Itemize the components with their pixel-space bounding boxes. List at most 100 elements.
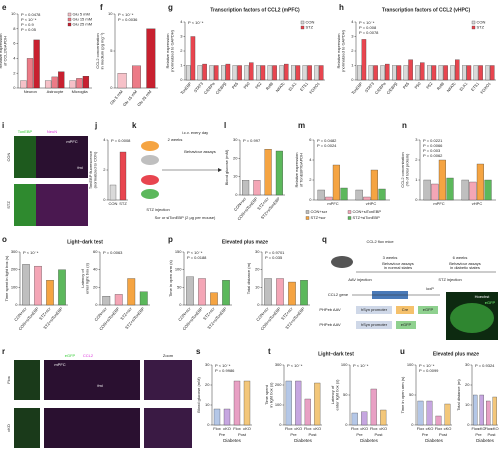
bar — [20, 80, 27, 89]
x-tick-label: NFATc — [446, 81, 457, 93]
bar — [214, 65, 219, 81]
bar — [492, 396, 497, 426]
group-label: Pre — [422, 432, 429, 437]
bar — [222, 280, 230, 306]
x-tick-label: ELK1 — [458, 81, 469, 92]
p-value: P = 0.0078 — [359, 30, 379, 35]
egfp-box — [418, 306, 438, 314]
y-tick-label: 0 — [207, 422, 210, 427]
bar — [446, 177, 454, 201]
x-tick-label: Flox — [213, 426, 221, 431]
y-axis-label: Relative expression — [0, 34, 3, 69]
group-label: Pre — [219, 432, 226, 437]
micrograph-channel — [14, 136, 36, 178]
bar — [302, 65, 308, 81]
panel-title: Light–dark test — [318, 351, 354, 357]
y-tick-label: 20 — [93, 284, 98, 289]
bar — [197, 65, 203, 81]
y-axis-label: Time in open arm (s) — [400, 376, 405, 413]
panel-letter: o — [2, 235, 7, 244]
bar — [423, 179, 431, 201]
panel-label: hSyn promoter — [361, 322, 388, 327]
bar — [435, 415, 442, 426]
x-tick-label: Flox — [351, 426, 359, 431]
panel-label: i.c.v. every day — [182, 130, 208, 135]
x-tick-label: cKO — [223, 426, 231, 431]
y-axis-label: of CCL2/GAPDH — [2, 36, 7, 66]
bar — [264, 278, 272, 306]
bar — [319, 65, 324, 81]
panel-letter: i — [2, 121, 4, 130]
legend-swatch — [67, 22, 72, 27]
y-axis-label: TonEBP fluorescence — [88, 150, 93, 189]
y-tick-label: 100 — [11, 284, 18, 289]
panel-label: in diabetic states — [450, 265, 480, 270]
panel-letter: k — [132, 121, 137, 130]
x-axis-label: Diabetes — [476, 438, 495, 443]
y-axis-label: Latency of — [330, 385, 335, 404]
bar — [242, 180, 250, 196]
p-value: P = 0.0066 — [423, 143, 443, 148]
bar — [237, 65, 242, 81]
legend-swatch — [300, 25, 305, 30]
bar — [127, 278, 136, 306]
bar — [426, 400, 433, 426]
y-tick-label: 100 — [175, 267, 182, 272]
panel-label: STZ injection — [438, 277, 461, 282]
x-tick-label: Flox — [471, 426, 479, 431]
bar — [223, 408, 231, 426]
y-tick-label: 1 — [180, 63, 183, 68]
bar — [34, 265, 42, 306]
x-tick-label: Flox — [484, 426, 492, 431]
group-label: Pre — [475, 432, 482, 437]
bar — [295, 380, 302, 426]
legend-label: Glu 25 mM — [73, 22, 93, 27]
bar — [209, 65, 214, 81]
y-tick-label: 4 — [13, 55, 16, 60]
bar — [479, 394, 484, 426]
x-tick-label: cKO — [294, 426, 302, 431]
bar — [304, 398, 311, 426]
panel-label: eGFP — [401, 322, 412, 327]
bar — [146, 28, 156, 89]
legend-label: CON — [306, 20, 315, 25]
bar — [276, 278, 284, 306]
bar — [256, 65, 261, 81]
y-tick-label: 50 — [177, 284, 182, 289]
y-tick-label: 2 — [415, 157, 418, 162]
micrograph — [14, 408, 40, 448]
bar — [272, 65, 277, 81]
y-axis-label: Relative expression — [165, 34, 170, 69]
x-tick-label: RelB — [265, 81, 275, 91]
bar — [427, 65, 432, 81]
p-value: P = 0.9701 — [265, 250, 285, 255]
x-tick-label: mPFC — [327, 201, 338, 206]
y-tick-label: 0 — [467, 422, 470, 427]
bar — [233, 380, 241, 426]
y-axis-label: Relative expression — [336, 34, 341, 69]
bar — [76, 78, 83, 89]
bar — [325, 196, 333, 201]
bar — [466, 65, 472, 81]
p-value: P = 0.0221 — [423, 138, 443, 143]
panel-letter: f — [100, 3, 103, 12]
y-tick-label: 6 — [13, 41, 16, 46]
y-tick-label: 3 — [415, 137, 418, 142]
bar — [380, 409, 387, 426]
p-value: P = 0.0188 — [187, 255, 207, 260]
bar — [490, 65, 495, 81]
y-tick-label: 0 — [95, 302, 98, 307]
panel-label: 2 weeks — [168, 137, 183, 142]
y-axis-label: CCL2 concentration — [400, 152, 405, 187]
y-axis-label: Time in open arm (s) — [168, 259, 173, 296]
panel-letter: n — [402, 121, 407, 130]
y-axis-label: Blood glucose (mM) — [224, 149, 229, 185]
panel-label: Behaviour assays — [382, 261, 414, 266]
panel-label: in normal states — [384, 265, 412, 270]
legend-swatch — [305, 210, 310, 214]
p-value: P = 0.0099 — [419, 368, 439, 373]
y-tick-label: 2 — [13, 70, 16, 75]
y-tick-label: 0 — [103, 197, 106, 202]
bar — [82, 76, 90, 89]
legend-label: STZ+siTonEBP — [353, 215, 381, 220]
